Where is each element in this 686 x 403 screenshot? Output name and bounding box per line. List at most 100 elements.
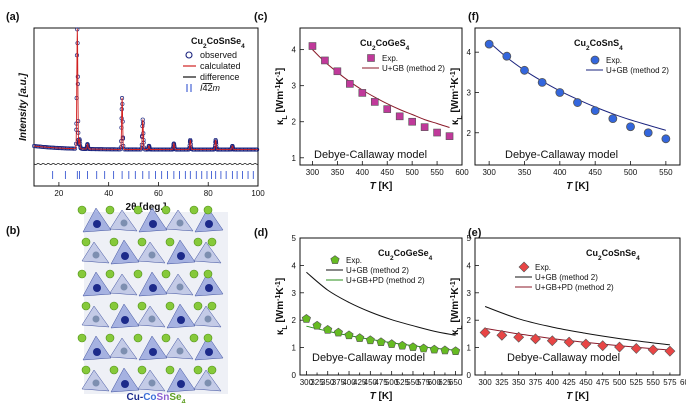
data-point [370,98,379,106]
legend-label: Exp. [606,56,622,65]
panel-label: (b) [6,225,20,237]
cation-atom [205,348,213,356]
legend-label: U+GB+PD (method 2) [346,276,425,285]
anion-atom [81,301,91,311]
cation-atom [204,379,212,387]
data-point [537,77,547,87]
data-point [429,344,439,354]
x-tick-label: 450 [381,168,395,177]
x-axis-label: T [K] [370,391,393,402]
x-tick-label: 20 [54,189,63,198]
chart-title: Cu2CoSnSe4 [586,248,640,262]
cation-atom [205,220,213,228]
x-tick-label: 400 [553,168,567,177]
x-axis-label: T [K] [566,181,589,192]
data-point [451,346,461,356]
anion-atom [161,333,171,343]
data-point [573,98,582,107]
x-tick-label: 600 [455,168,469,177]
legend-marker [367,54,375,62]
y-tick-label: 4 [467,48,472,57]
anion-atom [109,301,119,311]
anion-atom [77,269,87,279]
cation-atom [176,219,184,227]
x-tick-label: 325 [310,378,324,387]
anion-atom [193,365,203,375]
model-label: Debye-Callaway model [507,352,620,364]
x-tick-label: 500 [624,168,638,177]
anion-atom [81,365,91,375]
model-label: Debye-Callaway model [312,352,425,364]
cation-atom [121,380,129,388]
y-tick-label: 1 [292,344,297,353]
model-label: Debye-Callaway model [505,149,618,161]
data-point [321,56,329,65]
cation-atom [148,379,156,387]
anion-atom [77,333,87,343]
y-tick-label: 4 [467,261,472,270]
x-tick-label: 500 [405,168,419,177]
cation-atom [148,251,156,259]
x-tick-label: 450 [579,378,593,387]
data-point [530,333,541,345]
cation-atom [148,315,156,323]
panel-label: (f) [468,11,479,23]
legend-label: Exp. [346,256,362,265]
structure-background [84,212,228,394]
x-tick-label: 350 [518,168,532,177]
anion-atom [137,365,147,375]
x-tick-label: 475 [596,378,610,387]
data-point [397,340,407,350]
x-tick-label: 300 [300,378,314,387]
data-point [643,128,653,138]
cation-atom [120,347,128,355]
x-tick-label: 500 [613,378,627,387]
y-tick-label: 3 [467,289,472,298]
data-point [355,333,365,342]
data-point [496,329,508,341]
data-point [513,331,525,343]
x-tick-label: 550 [659,168,673,177]
cation-atom [92,379,100,387]
x-tick-label: 550 [406,378,420,387]
x-tick-label: 550 [646,378,660,387]
x-axis-label: T [K] [370,181,393,192]
x-tick-label: 300 [478,378,492,387]
x-tick-label: 300 [306,168,320,177]
anion-atom [189,205,199,215]
legend-label: observed [200,50,237,60]
cation-atom [205,284,213,292]
data-point [502,51,512,61]
anion-atom [109,237,119,247]
anion-atom [207,301,217,311]
x-tick-label: 400 [342,378,356,387]
y-tick-label: 2 [467,129,472,138]
data-point [590,106,600,116]
series-line-1 [306,271,456,336]
data-point [445,132,454,140]
x-tick-label: 425 [562,378,576,387]
data-point [408,342,418,351]
legend-marker [330,255,340,264]
legend-label: U+GB+PD (method 2) [535,283,614,292]
x-tick-label: 40 [104,189,113,198]
cation-atom [120,283,128,291]
y-tick-label: 1 [467,344,472,353]
panel-e-cu2cosns4: (f) 300 350 400 450 500 550 2 3 4 T [K] κL [Wm-1K-1… [450,11,681,192]
plot-frame [474,27,681,166]
anion-atom [161,269,171,279]
y-tick-label: 2 [292,316,297,325]
y-axis-label: κL [Wm-1K-1] [450,68,464,125]
x-tick-label: 325 [495,378,509,387]
cation-atom [204,315,212,323]
chart-title: Cu2CoSnSe4 [191,36,245,50]
anion-atom [189,333,199,343]
anion-atom [105,333,115,343]
x-axis-label: 2θ [deg.] [126,202,167,213]
data-point [308,42,317,50]
legend-label: U+GB (method 2) [535,273,598,282]
cation-atom [121,316,129,324]
legend-label: U+GB (method 2) [346,266,409,275]
plot-frame [33,27,259,187]
anion-atom [109,365,119,375]
